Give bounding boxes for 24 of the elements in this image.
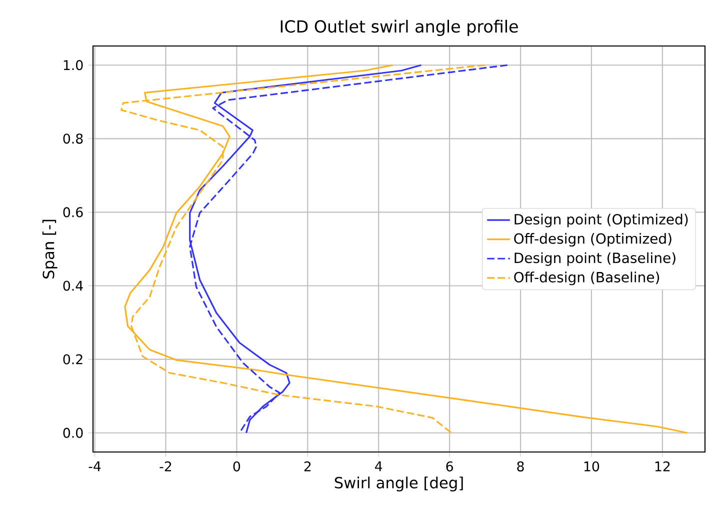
legend-label: Off-design (Optimized) [514,233,672,247]
legend-label: Off-design (Baseline) [514,272,660,286]
y-axis-title: Span [-] [42,220,58,278]
x-tick-label: 2 [304,461,311,472]
y-tick-label: 0.6 [63,207,83,218]
chart-title: ICD Outlet swirl angle profile [280,20,518,36]
legend-label: Design point (Optimized) [514,214,688,228]
x-tick-label: 0 [233,461,240,472]
y-tick-label: 0.2 [63,354,82,364]
y-tick-label: 0.8 [63,134,83,144]
legend-label: Design point (Baseline) [514,252,676,266]
line-series [124,64,688,434]
x-tick-label: -2 [160,461,172,472]
x-tick-label: -4 [88,461,101,472]
x-tick-label: 8 [517,461,524,472]
x-tick-label: 12 [655,461,670,472]
y-tick-label: 0.4 [63,280,83,291]
x-tick-label: 10 [584,461,600,472]
y-tick-label: 1.0 [64,60,83,70]
x-tick-label: 4 [375,461,382,472]
line-series [189,64,508,434]
y-tick-label: 0.0 [63,428,83,438]
x-tick-label: 6 [446,461,453,472]
x-axis-title: Swirl angle [deg] [334,476,463,492]
